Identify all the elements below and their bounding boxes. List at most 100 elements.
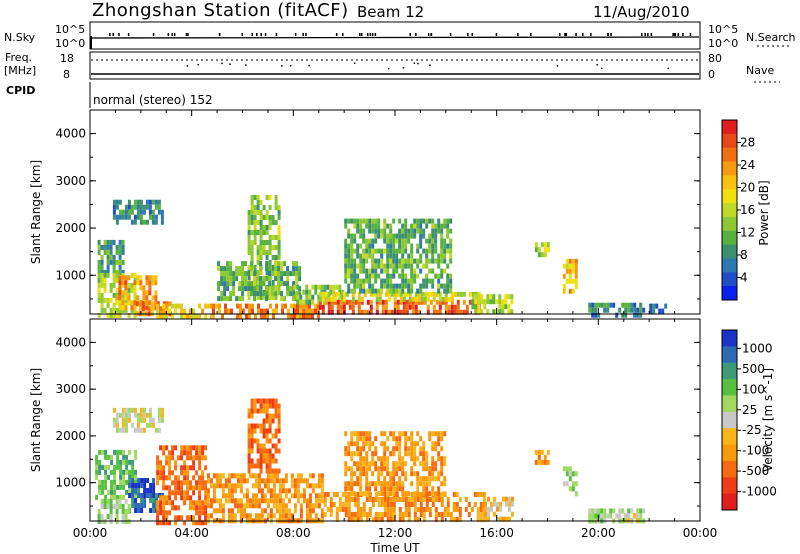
- vel-cell: [253, 408, 257, 414]
- power-cell: [426, 304, 430, 310]
- vel-cell: [115, 514, 119, 519]
- vel-cell: [159, 470, 163, 476]
- power-cell: [449, 248, 453, 254]
- vel-cell: [290, 478, 294, 484]
- vel-cell: [245, 488, 249, 494]
- vel-cell: [113, 484, 117, 490]
- vel-cell: [256, 443, 260, 449]
- colorbar-cell: [722, 272, 737, 287]
- vel-cell: [502, 516, 505, 522]
- power-cell: [434, 258, 438, 264]
- power-cell: [383, 268, 387, 274]
- power-cell: [136, 214, 140, 220]
- vel-cell: [383, 507, 387, 512]
- power-cell: [359, 263, 363, 269]
- nsky-label: N.Sky: [4, 31, 36, 44]
- power-cell: [226, 276, 230, 282]
- vel-cell: [365, 436, 369, 442]
- vel-cell: [344, 507, 348, 512]
- vel-cell: [104, 464, 108, 470]
- vel-cell: [428, 497, 432, 502]
- power-cell: [154, 295, 158, 301]
- power-cell: [253, 195, 257, 200]
- vel-cell: [201, 480, 205, 486]
- vel-cell: [386, 512, 390, 517]
- power-cell: [115, 244, 119, 250]
- vel-cell: [119, 464, 123, 470]
- vel-cell: [546, 449, 550, 455]
- power-cell: [411, 309, 415, 315]
- power-cell: [543, 242, 547, 248]
- power-cell: [571, 258, 575, 264]
- vel-cell: [493, 496, 496, 502]
- power-cell: [109, 287, 113, 293]
- nsky-marker: [530, 33, 532, 36]
- vel-cell: [425, 507, 429, 512]
- vel-cell: [296, 493, 300, 499]
- vel-cell: [104, 469, 108, 475]
- power-cell: [443, 238, 447, 244]
- vel-cell: [618, 513, 622, 519]
- power-cell: [444, 296, 448, 302]
- vel-cell: [174, 475, 178, 481]
- power-cell: [389, 258, 393, 264]
- vel-cell: [467, 502, 471, 507]
- vel-cell: [356, 461, 360, 467]
- power-cell: [226, 271, 230, 277]
- vel-cell: [299, 513, 303, 519]
- vel-cell: [374, 512, 378, 517]
- vel-cell: [356, 481, 360, 487]
- vel-cell: [106, 504, 110, 509]
- power-cell: [627, 307, 631, 313]
- vel-cell: [562, 481, 566, 487]
- vel-cell: [591, 513, 595, 519]
- power-cell: [383, 248, 387, 254]
- power-cell: [127, 199, 131, 205]
- power-cell: [435, 309, 439, 315]
- vel-cell: [434, 461, 438, 467]
- vel-cell: [272, 503, 276, 509]
- vel-cell: [356, 436, 360, 442]
- vel-cell: [180, 445, 184, 451]
- vel-cell: [260, 513, 264, 519]
- power-cell: [404, 248, 408, 254]
- vel-cell: [259, 463, 263, 469]
- vel-cell: [356, 431, 360, 437]
- nsky-marker: [607, 33, 609, 36]
- vel-cell: [227, 493, 231, 499]
- power-cell: [546, 242, 550, 248]
- vel-cell: [422, 517, 426, 522]
- vel-cell: [305, 503, 309, 509]
- power-cell: [230, 308, 233, 314]
- power-cell: [446, 228, 450, 234]
- vel-cell: [260, 478, 264, 484]
- vel-cell: [499, 501, 502, 507]
- vel-cell: [296, 483, 300, 489]
- vel-cell: [422, 481, 426, 487]
- power-cell: [354, 299, 358, 305]
- power-cell: [245, 313, 248, 319]
- vel-cell: [250, 428, 254, 434]
- power-cell: [127, 312, 131, 318]
- power-cell: [365, 258, 369, 264]
- power-cell: [226, 261, 230, 267]
- vel-cell: [476, 492, 480, 497]
- power-cell: [390, 309, 394, 315]
- power-cell: [449, 238, 453, 244]
- power-cell: [327, 291, 331, 297]
- vel-cell: [416, 497, 420, 502]
- vel-cell: [392, 476, 396, 482]
- vel-cell: [101, 484, 105, 490]
- power-cell: [256, 210, 260, 215]
- vel-cell: [368, 431, 372, 437]
- power-cell: [591, 302, 595, 308]
- vel-cell: [159, 445, 163, 451]
- power-cell: [359, 253, 363, 259]
- power-cell: [378, 296, 382, 302]
- vel-cell: [311, 473, 315, 479]
- vel-cell: [356, 492, 360, 497]
- power-cell: [286, 271, 290, 277]
- power-cell: [395, 248, 399, 254]
- vel-cell: [269, 478, 273, 484]
- vel-cell: [204, 445, 208, 451]
